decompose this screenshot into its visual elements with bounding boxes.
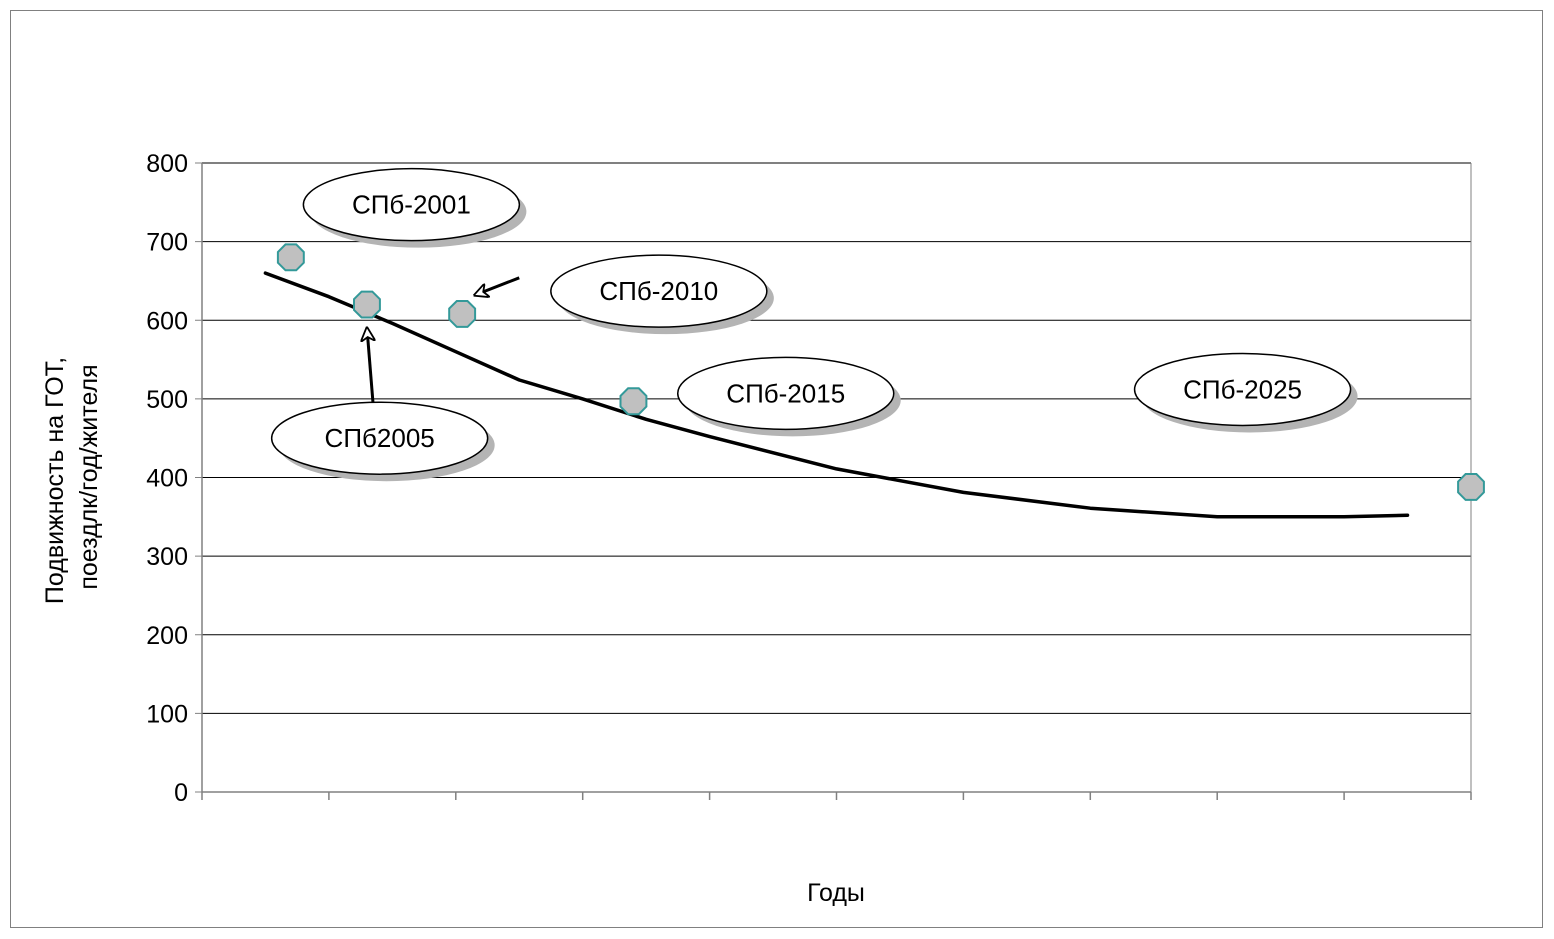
- y-axis-title: Подвижность на ГОТ, поездлк/год/жителя: [41, 350, 103, 604]
- data-point-0: [276, 243, 305, 272]
- callouts: СПб-2001 СПб2005 СПб-2010 СПб-2015 СПб-2025: [270, 167, 1358, 482]
- y-tick-label: 800: [146, 150, 188, 178]
- callout-ellipse: [270, 401, 489, 475]
- y-tick-label: 700: [146, 229, 188, 257]
- chart-frame: [10, 10, 1543, 928]
- callout-ellipse: [302, 167, 521, 242]
- data-point-2: [448, 300, 477, 328]
- data-point-1: [353, 290, 381, 319]
- y-tick-label: 500: [146, 386, 188, 414]
- y-tick-label: 300: [146, 543, 188, 571]
- callout-label: СПб-2010: [599, 276, 718, 306]
- callout-bubble: СПб2005: [270, 401, 495, 482]
- trend-line: [263, 271, 1410, 519]
- y-axis-title-line1: Подвижность на ГОТ,: [41, 357, 69, 604]
- callout-arrow-0: [367, 328, 373, 407]
- callout-ellipse: [550, 254, 768, 328]
- callout-arrows: [367, 276, 520, 407]
- data-point-3: [619, 387, 648, 416]
- callout-label: СПб-2001: [352, 190, 471, 220]
- callout-bubble: СПб-2010: [550, 254, 774, 335]
- callout-ellipse: [1133, 352, 1352, 427]
- callout-label: СПб2005: [325, 423, 435, 453]
- y-tick-label: 0: [174, 779, 188, 807]
- callout-label: СПб-2015: [726, 378, 845, 408]
- data-point-4: [1457, 473, 1485, 501]
- callout-bubble: СПб-2001: [302, 167, 527, 248]
- callout-label: СПб-2025: [1183, 374, 1302, 404]
- y-tick-label: 100: [146, 700, 188, 728]
- x-axis-title: Годы: [807, 879, 865, 907]
- callout-arrow-1: [475, 276, 520, 295]
- trend-line-group: [263, 271, 1410, 519]
- y-tick-label: 600: [146, 307, 188, 335]
- callout-bubble: СПб-2025: [1133, 352, 1358, 433]
- axes: [195, 162, 1472, 800]
- callout-ellipse: [676, 356, 895, 431]
- callout-bubble: СПб-2015: [676, 356, 901, 437]
- axis-labels: Годы Подвижность на ГОТ, поездлк/год/жит…: [41, 150, 865, 907]
- y-tick-label: 200: [146, 622, 188, 650]
- y-tick-label: 400: [146, 465, 188, 493]
- data-points: [276, 243, 1485, 501]
- y-axis-title-line2: поездлк/год/жителя: [75, 364, 103, 589]
